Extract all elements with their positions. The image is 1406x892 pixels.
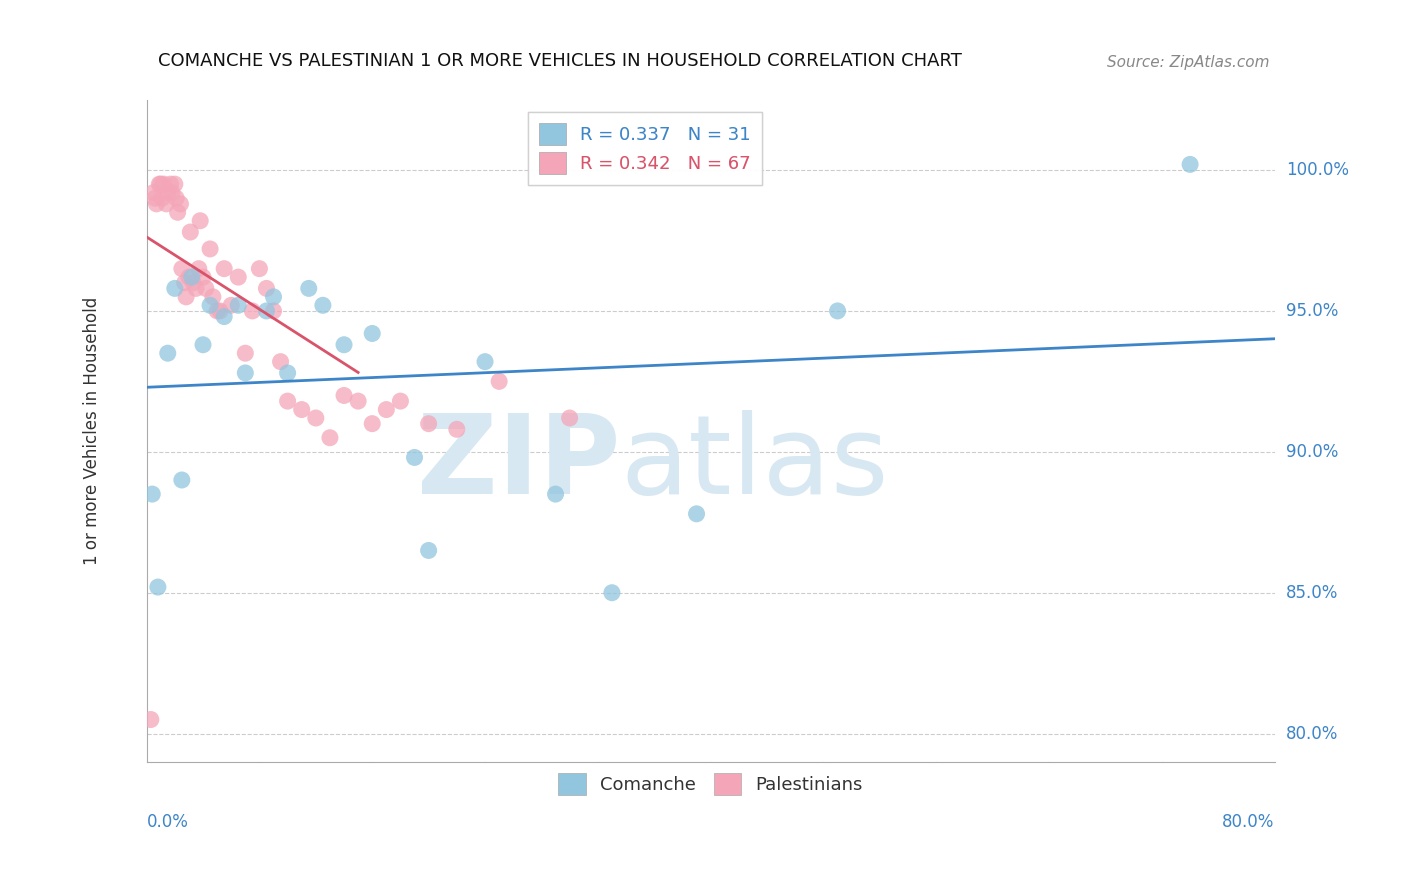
- Point: [219, 298, 242, 312]
- Text: 95.0%: 95.0%: [1286, 301, 1339, 320]
- Point: [149, 177, 172, 191]
- Point: [233, 346, 256, 360]
- Point: [155, 197, 177, 211]
- Point: [263, 290, 285, 304]
- Point: [156, 346, 179, 360]
- Point: [226, 270, 249, 285]
- Point: [152, 177, 174, 191]
- Text: 100.0%: 100.0%: [1286, 161, 1348, 179]
- Point: [198, 242, 221, 256]
- Point: [156, 186, 179, 200]
- Point: [474, 354, 496, 368]
- Point: [191, 337, 214, 351]
- Point: [333, 337, 356, 351]
- Text: 80.0%: 80.0%: [1222, 813, 1275, 830]
- Point: [142, 186, 165, 200]
- Point: [256, 281, 278, 295]
- Point: [600, 585, 623, 599]
- Point: [160, 186, 183, 200]
- Point: [558, 411, 581, 425]
- Point: [240, 304, 263, 318]
- Point: [249, 261, 271, 276]
- Point: [177, 270, 200, 285]
- Text: ZIP: ZIP: [418, 410, 620, 517]
- Point: [181, 276, 204, 290]
- Point: [375, 402, 398, 417]
- Point: [277, 366, 299, 380]
- Point: [180, 270, 202, 285]
- Point: [159, 177, 181, 191]
- Point: [1178, 157, 1201, 171]
- Point: [170, 473, 193, 487]
- Point: [188, 213, 211, 227]
- Point: [139, 713, 162, 727]
- Point: [277, 394, 299, 409]
- Text: 1 or more Vehicles in Household: 1 or more Vehicles in Household: [83, 296, 101, 565]
- Legend: Comanche, Palestinians: Comanche, Palestinians: [551, 766, 870, 803]
- Point: [201, 290, 224, 304]
- Point: [446, 422, 468, 436]
- Point: [263, 304, 285, 318]
- Point: [270, 354, 292, 368]
- Point: [291, 402, 314, 417]
- Text: 0.0%: 0.0%: [146, 813, 188, 830]
- Point: [319, 431, 342, 445]
- Point: [179, 225, 201, 239]
- Point: [212, 310, 235, 324]
- Text: COMANCHE VS PALESTINIAN 1 OR MORE VEHICLES IN HOUSEHOLD CORRELATION CHART: COMANCHE VS PALESTINIAN 1 OR MORE VEHICL…: [157, 52, 962, 70]
- Point: [146, 580, 169, 594]
- Point: [184, 281, 207, 295]
- Point: [173, 276, 195, 290]
- Point: [298, 281, 321, 295]
- Point: [169, 197, 191, 211]
- Text: Source: ZipAtlas.com: Source: ZipAtlas.com: [1107, 54, 1270, 70]
- Point: [165, 191, 187, 205]
- Point: [163, 177, 186, 191]
- Text: atlas: atlas: [620, 410, 889, 517]
- Point: [170, 261, 193, 276]
- Point: [404, 450, 426, 465]
- Text: 90.0%: 90.0%: [1286, 442, 1339, 461]
- Point: [150, 191, 173, 205]
- Point: [141, 487, 163, 501]
- Point: [174, 290, 197, 304]
- Point: [143, 191, 166, 205]
- Point: [145, 197, 167, 211]
- Point: [544, 487, 567, 501]
- Point: [226, 298, 249, 312]
- Point: [208, 304, 231, 318]
- Point: [418, 543, 440, 558]
- Point: [347, 394, 370, 409]
- Point: [418, 417, 440, 431]
- Point: [205, 304, 228, 318]
- Point: [166, 205, 188, 219]
- Point: [198, 298, 221, 312]
- Point: [827, 304, 849, 318]
- Point: [187, 261, 209, 276]
- Point: [305, 411, 328, 425]
- Point: [163, 281, 186, 295]
- Text: 85.0%: 85.0%: [1286, 583, 1339, 602]
- Point: [194, 281, 217, 295]
- Point: [212, 261, 235, 276]
- Point: [685, 507, 707, 521]
- Point: [256, 304, 278, 318]
- Point: [361, 417, 384, 431]
- Point: [389, 394, 412, 409]
- Point: [333, 388, 356, 402]
- Text: 80.0%: 80.0%: [1286, 724, 1339, 743]
- Point: [148, 177, 170, 191]
- Point: [233, 366, 256, 380]
- Point: [191, 270, 214, 285]
- Point: [312, 298, 335, 312]
- Point: [488, 375, 510, 389]
- Point: [361, 326, 384, 341]
